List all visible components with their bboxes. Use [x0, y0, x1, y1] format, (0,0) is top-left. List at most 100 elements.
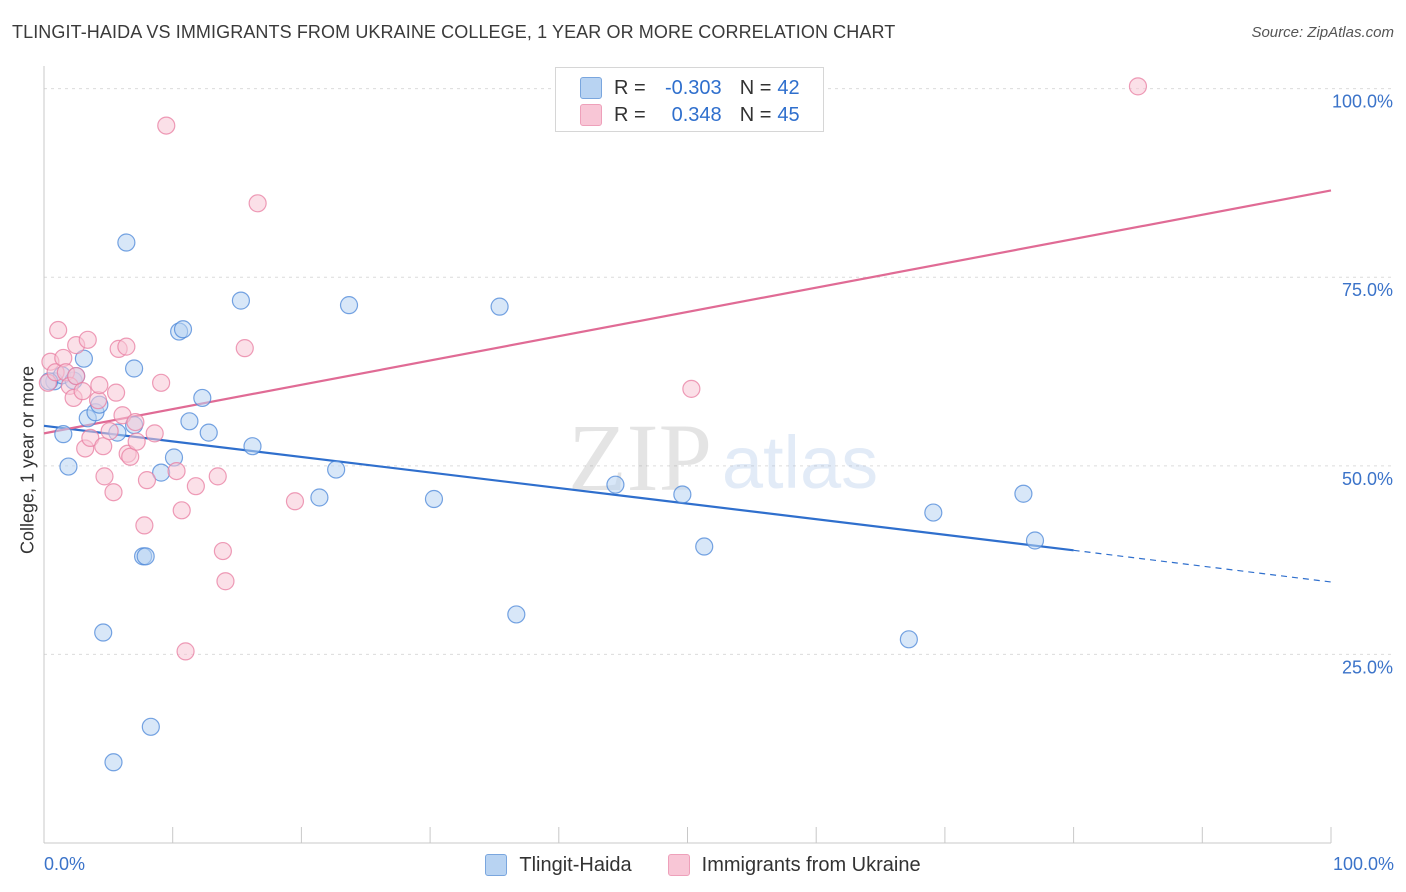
tlingit-haida-point [673, 485, 692, 504]
ukraine-point [152, 373, 171, 392]
ukraine-point [145, 424, 164, 443]
ukraine-point [88, 391, 108, 410]
ukraine-point [78, 330, 97, 349]
tlingit-haida-point [94, 623, 113, 642]
legend-series-name: Immigrants from Ukraine [701, 853, 921, 876]
ukraine-point [73, 382, 92, 401]
legend-item-tlingit-haida: Tlingit-Haida [485, 853, 632, 877]
ukraine-point [213, 541, 232, 561]
legend-swatch-blue [485, 854, 508, 876]
y-tick-label: 75.0% [1342, 280, 1393, 300]
ukraine-point [95, 467, 114, 486]
tlingit-haida-point [231, 291, 251, 310]
tlingit-haida-point [424, 489, 444, 509]
ukraine-point [94, 437, 113, 456]
legend-swatch-pink [580, 104, 602, 126]
legend-row-ukraine: R = 0.348 N = 45 [580, 102, 800, 128]
legend-swatch-blue [580, 77, 602, 99]
tlingit-haida-point [606, 475, 625, 494]
legend-row-tlingit-haida: R = -0.303 N = 42 [580, 75, 800, 101]
tlingit-haida-point [899, 630, 918, 649]
ukraine-point [157, 116, 176, 135]
tlingit-haida-point [59, 457, 78, 476]
x-tick-labels: 0.0% 100.0% [44, 854, 1394, 874]
ukraine-point [682, 379, 701, 398]
ukraine-point [172, 501, 191, 520]
ukraine-point [186, 477, 205, 496]
tlingit-haida-point [173, 320, 193, 339]
ukraine-point [285, 492, 305, 511]
tlingit-haida-point [243, 437, 262, 456]
legend-series-name: Tlingit-Haida [519, 853, 632, 876]
ukraine-point [248, 194, 267, 213]
ukraine-point [81, 428, 100, 448]
y-tick-labels: 25.0% 50.0% 75.0% 100.0% [1332, 92, 1393, 678]
tlingit-haida-point [141, 717, 160, 736]
ukraine-point [126, 412, 145, 432]
ukraine-trend-line [43, 189, 1332, 435]
ukraine-point [100, 422, 119, 441]
tlingit-haida-point [1014, 484, 1033, 503]
x-tick-label-max: 100.0% [1333, 854, 1394, 874]
ukraine-point [117, 337, 136, 356]
ukraine-point [49, 320, 68, 340]
tlingit-haida-point [124, 359, 144, 378]
legend-r-value: 0.348 [671, 103, 722, 126]
ukraine-point [67, 366, 86, 386]
watermark-atlas: atlas [722, 421, 878, 504]
tlingit-haida-point [74, 349, 93, 368]
legend-item-ukraine: Immigrants from Ukraine [667, 853, 921, 877]
tlingit-haida-point [310, 488, 329, 507]
chart-title: TLINGIT-HAIDA VS IMMIGRANTS FROM UKRAINE… [12, 22, 896, 42]
stats-legend: R = -0.303 N = 42 R = 0.348 N = 45 [555, 67, 824, 132]
tlingit-haida-point [490, 297, 509, 316]
tlingit-haida-point [136, 547, 155, 566]
legend-n-value: 42 [777, 76, 800, 99]
legend-r-value: -0.303 [664, 76, 722, 99]
data-points [38, 77, 1148, 772]
ukraine-point [127, 432, 146, 451]
tlingit-haida-trend-line [43, 424, 1074, 552]
tlingit-haida-trend-extension [1073, 549, 1332, 583]
legend-r-label: R = [614, 103, 646, 126]
trend-lines [43, 189, 1332, 583]
x-tick-label-min: 0.0% [44, 854, 85, 874]
y-tick-label: 100.0% [1332, 92, 1393, 112]
tlingit-haida-point [180, 412, 199, 431]
legend-n-label: N = [739, 76, 772, 99]
ukraine-point [90, 375, 109, 395]
ukraine-point [106, 383, 126, 402]
ukraine-point [208, 467, 227, 486]
tlingit-haida-point [117, 233, 136, 252]
tlingit-haida-point [104, 753, 123, 772]
ukraine-point [167, 461, 186, 481]
y-tick-label: 25.0% [1342, 657, 1393, 677]
tlingit-haida-point [507, 605, 526, 624]
ukraine-point [135, 516, 154, 535]
axes [43, 66, 1332, 844]
source-label: Source: ZipAtlas.com [1251, 24, 1394, 41]
tlingit-haida-point [695, 537, 714, 556]
tlingit-haida-point [924, 503, 943, 522]
ukraine-point [216, 572, 235, 591]
tlingit-haida-point [1025, 531, 1045, 550]
ukraine-point [121, 447, 140, 466]
ukraine-point [137, 471, 157, 490]
legend-n-label: N = [739, 103, 772, 126]
ukraine-point [176, 642, 195, 661]
tlingit-haida-point [199, 423, 218, 442]
legend-swatch-pink [667, 854, 690, 876]
series-legend: Tlingit-Haida Immigrants from Ukraine [0, 851, 1406, 879]
ukraine-point [1128, 77, 1148, 96]
ukraine-point [104, 483, 123, 502]
tlingit-haida-point [54, 425, 73, 444]
tlingit-haida-point [327, 460, 346, 479]
legend-r-label: R = [614, 76, 646, 99]
grid-lines [44, 88, 1394, 655]
y-tick-label: 50.0% [1342, 469, 1393, 489]
legend-n-value: 45 [777, 103, 800, 126]
ukraine-point [235, 339, 254, 358]
tlingit-haida-point [193, 388, 212, 408]
tlingit-haida-point [339, 296, 359, 315]
